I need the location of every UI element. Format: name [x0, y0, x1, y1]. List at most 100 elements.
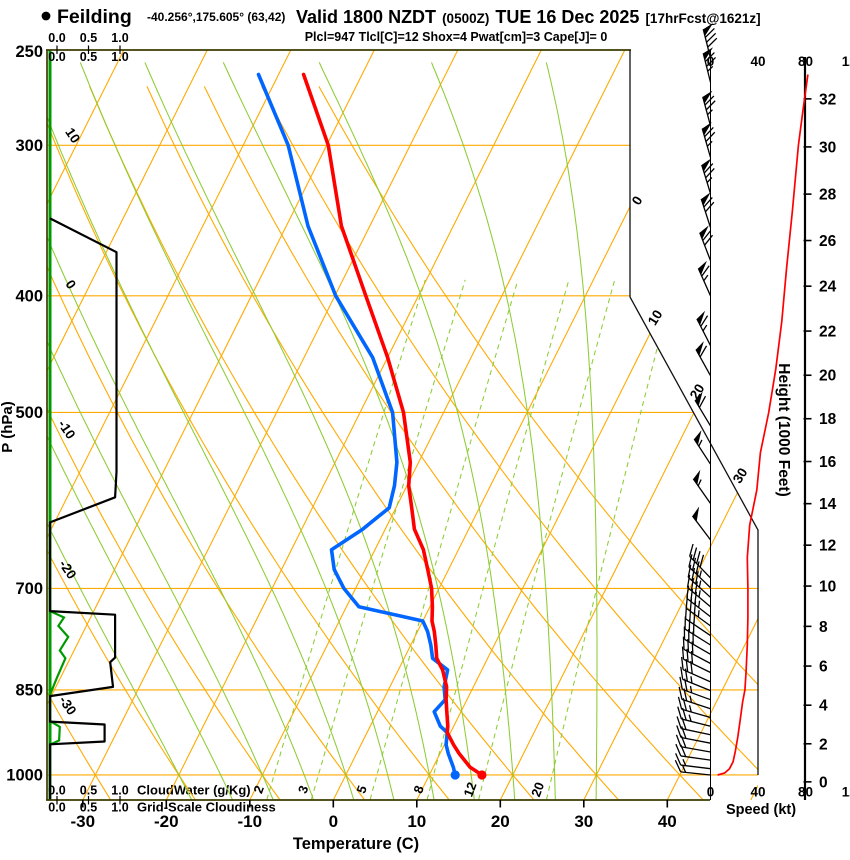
barb-half [702, 324, 708, 332]
wind-barb [696, 310, 712, 346]
barb-half [698, 590, 701, 598]
barb-full [691, 557, 697, 571]
barb-full [690, 650, 694, 664]
wind-barb [702, 90, 716, 126]
barb-half [697, 610, 700, 618]
forecast-ref: [17hrFcst@1621z] [645, 11, 760, 26]
pressure-tick-label: 500 [15, 404, 43, 422]
wind-barb [675, 734, 711, 753]
barb-full [675, 753, 682, 766]
barb-full [699, 554, 705, 568]
wind-barb [675, 753, 711, 770]
moist-adiabat-line [545, 62, 598, 800]
temp-tick-label: -20 [154, 812, 179, 831]
barb-full [675, 734, 682, 748]
barb-flag [701, 192, 711, 206]
dry-adiabat-label: 10 [62, 125, 83, 146]
barb-half [682, 759, 687, 766]
cloudiness-scale-tick-bottom: 1.0 [111, 801, 128, 815]
isotherm-line [249, 50, 626, 800]
barb-half [689, 695, 693, 703]
wind-barb [683, 626, 711, 655]
isotherm-line [666, 50, 758, 800]
wind-barb [694, 391, 712, 427]
cloudiness-scale-tick-top: 0.5 [80, 50, 97, 64]
barb-flag [692, 506, 700, 522]
height-axis-title: Height (1000 Feet) [775, 363, 792, 497]
cloudwater-scale-tick-bottom: 1.0 [111, 784, 128, 798]
height-tick-label: 6 [819, 659, 828, 676]
barb-staff [696, 318, 712, 346]
wind-barb [674, 759, 711, 776]
dry-adiabat-line [47, 86, 450, 800]
barb-half [706, 140, 713, 147]
isotherm-line [47, 50, 292, 800]
domain-boundary [629, 50, 759, 775]
mixing-ratio-label: 5 [353, 783, 370, 795]
cloudwater-scale-tick-bottom: 0.0 [48, 784, 65, 798]
barb-staff [682, 688, 711, 701]
height-tick-label: 4 [819, 698, 828, 715]
barb-full [704, 95, 715, 106]
wind-barb [688, 554, 711, 589]
valid-prefix: Valid 1800 NZDT [296, 7, 436, 27]
moist-adiabat-line [47, 62, 233, 800]
height-tick-label: 20 [819, 368, 836, 385]
barb-half [698, 580, 702, 588]
height-tick-label: 28 [819, 187, 837, 204]
barb-full [681, 717, 687, 730]
barb-full [675, 743, 682, 757]
wind-barb [695, 341, 712, 377]
barb-staff [692, 478, 712, 504]
wind-barb [693, 430, 712, 465]
barb-full [690, 660, 693, 674]
barb-full [689, 543, 694, 557]
wind-barb [682, 636, 711, 665]
cloud-scales: 0.0 0.0 0.0 0.0 0.5 0.5 0.5 0.5 1.0 1.0 1.0 1.0 [48, 31, 128, 815]
barb-full [679, 676, 683, 690]
barb-full [705, 167, 715, 179]
moist-adiabat-line [144, 62, 435, 800]
barb-half [688, 705, 692, 713]
isotherm-line [583, 50, 758, 800]
speed-tick-label-top: 40 [750, 54, 765, 69]
wind-speed-curve [717, 74, 809, 776]
barb-half [690, 676, 693, 684]
pressure-tick-label: 300 [15, 137, 43, 155]
dry-adiabat-line [47, 86, 281, 800]
dry-adiabat-line [146, 86, 619, 800]
isotherm-line [47, 50, 208, 800]
wind-barb [676, 716, 711, 736]
moist-adiabat-line [47, 62, 274, 800]
barb-full [680, 735, 687, 748]
height-tick-label: 16 [819, 454, 837, 471]
height-tick-label: 32 [819, 91, 836, 108]
barb-full [678, 686, 683, 700]
wind-barb [680, 666, 711, 692]
isotherm-line [47, 50, 125, 800]
barb-half [699, 570, 702, 578]
dewpoint-curve [256, 72, 457, 777]
barb-staff [697, 268, 712, 297]
isotherm-line [499, 50, 758, 800]
barb-full [691, 641, 694, 655]
temp-tick-label: 30 [574, 812, 593, 831]
wind-barb [677, 706, 711, 727]
barb-flag [702, 90, 713, 104]
wind-barb [689, 543, 711, 579]
valid-date: TUE 16 Dec 2025 [495, 7, 639, 27]
barb-full [681, 646, 685, 660]
temp-tick-label: -10 [238, 812, 263, 831]
height-tick-label: 10 [819, 579, 836, 596]
barb-half [707, 109, 713, 116]
barb-half [697, 479, 702, 487]
barb-full [695, 551, 701, 564]
isotherm-label: 10 [645, 307, 666, 328]
barb-half [703, 274, 709, 282]
surface-temperature-dot [477, 770, 487, 780]
temp-tick-label: 0 [329, 812, 338, 831]
barb-full [677, 706, 683, 720]
cloudwater-scale-tick-top: 0.5 [80, 31, 97, 45]
barb-full [681, 726, 687, 739]
